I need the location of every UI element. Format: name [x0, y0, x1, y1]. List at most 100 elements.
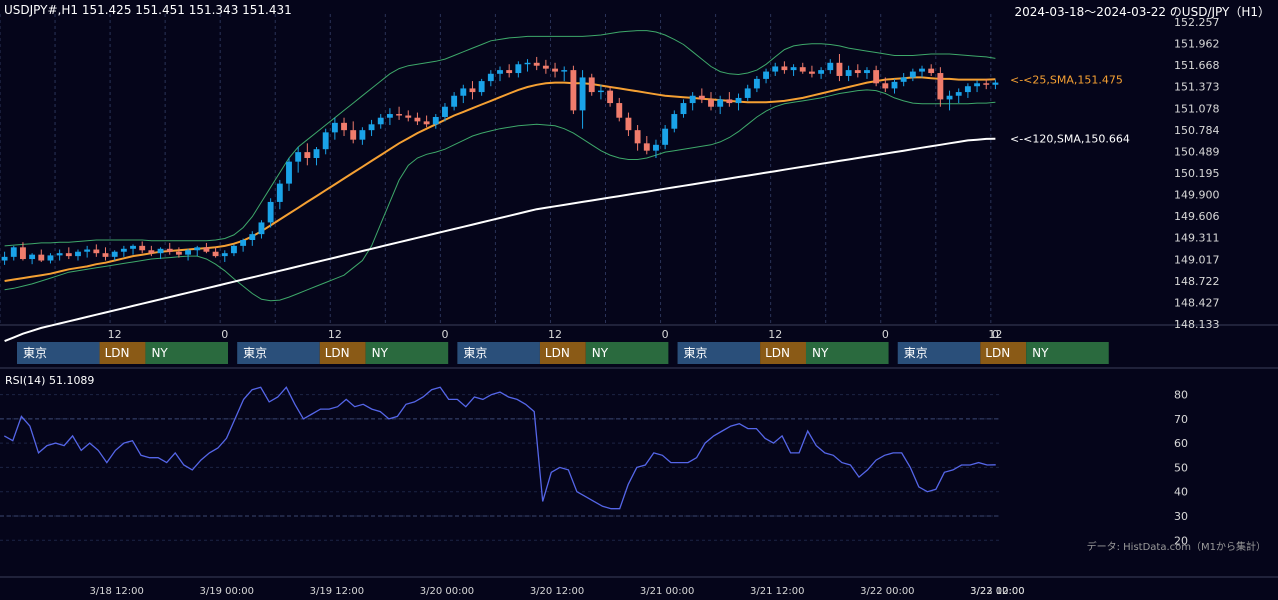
candle-body [38, 254, 45, 261]
candle-body [919, 68, 925, 72]
candle-body [689, 95, 696, 104]
candle-body [120, 248, 127, 252]
candle-body [47, 255, 54, 261]
candle-body [432, 116, 439, 125]
candle-body [405, 115, 412, 118]
grid-lines [0, 14, 1278, 578]
candle-body [983, 83, 990, 85]
price-tick-label: 151.078 [1174, 102, 1220, 115]
candle-body [680, 103, 687, 115]
candle-body [937, 73, 944, 100]
candle-body [322, 132, 329, 150]
price-axis: 152.257 151.962 151.668 151.373 151.078 150.7… [108, 16, 1220, 341]
candle-body [753, 78, 760, 89]
candle-body [368, 124, 375, 131]
price-tick-label: 151.373 [1174, 81, 1220, 94]
bollinger-bands [4, 30, 996, 302]
rsi-line [3, 386, 996, 510]
hour-tick-label: 12 [548, 328, 562, 341]
session-ny-label: NY [372, 346, 389, 360]
candle-body [992, 82, 999, 85]
session-london [99, 342, 146, 364]
price-tick-label: 150.195 [1174, 167, 1220, 180]
session-london-label: LDN [325, 346, 350, 360]
candlesticks [1, 54, 999, 265]
candle-body [469, 88, 476, 93]
candle-body [497, 70, 503, 74]
candle-body [506, 70, 513, 74]
candle-body [607, 90, 614, 104]
hour-tick-label: 0 [441, 328, 448, 341]
candle-body [341, 122, 347, 131]
candle-body [258, 222, 265, 235]
sma120-line [4, 137, 996, 343]
session-ny-label: NY [592, 346, 609, 360]
price-tick-label: 150.784 [1174, 124, 1220, 137]
rsi-tick-label: 40 [1174, 486, 1188, 499]
session-ny [365, 342, 449, 364]
hour-tick-label: 0 [992, 328, 999, 341]
rsi-tick-label: 20 [1174, 534, 1188, 547]
session-tokyo [237, 342, 320, 364]
price-tick-label: 149.311 [1174, 232, 1220, 245]
session-ny [805, 342, 889, 364]
rsi-tick-label: 50 [1174, 461, 1188, 474]
source-note: データ: HistData.com（M1から集計） [1087, 540, 1266, 553]
session-tokyo [897, 342, 981, 364]
candle-body [84, 249, 91, 252]
candle-body [111, 251, 118, 257]
session-london-label: LDN [545, 346, 570, 360]
moving-averages: <-<25,SMA,151.475 <-<120,SMA,150.664 [4, 73, 1130, 343]
candle-body [313, 149, 320, 158]
candle-body [900, 77, 907, 82]
candle-body [20, 247, 26, 260]
session-london [539, 342, 586, 364]
candle-body [744, 88, 751, 98]
candle-body [818, 70, 825, 74]
session-ny [1026, 342, 1109, 364]
candle-body [286, 161, 292, 184]
candle-body [946, 95, 953, 100]
candle-body [974, 83, 980, 87]
price-tick-label: 151.962 [1174, 38, 1220, 51]
time-axis-label: 3/19 00:00 [200, 586, 254, 597]
candle-body [717, 99, 724, 107]
candle-body [212, 251, 219, 257]
candle-body [524, 62, 531, 65]
candle-body [157, 248, 164, 254]
session-ny [585, 342, 669, 364]
candle-body [478, 81, 485, 93]
candle-body [1, 256, 8, 261]
time-axis-label: 3/20 00:00 [420, 586, 474, 597]
session-london-label: LDN [765, 346, 790, 360]
candle-body [56, 253, 63, 256]
candle-body [130, 245, 136, 249]
session-ny-label: NY [1032, 346, 1049, 360]
session-london-label: LDN [105, 346, 130, 360]
time-axis-label: 3/22 12:00 [970, 586, 1024, 597]
candle-body [414, 117, 421, 122]
hour-tick-label: 0 [221, 328, 228, 341]
candle-body [634, 130, 641, 144]
candle-body [194, 247, 201, 251]
bollinger-upper-line [4, 30, 996, 247]
session-london-label: LDN [985, 346, 1010, 360]
hour-tick-label: 12 [108, 328, 122, 341]
rsi-tick-label: 80 [1174, 389, 1188, 402]
candle-body [295, 152, 302, 162]
session-ny [145, 342, 229, 364]
price-tick-label: 148.722 [1174, 275, 1220, 288]
candle-body [377, 117, 384, 125]
price-tick-label: 148.427 [1174, 296, 1220, 309]
candle-body [185, 250, 192, 255]
candle-body [579, 77, 586, 111]
session-tokyo-label: 東京 [23, 346, 47, 360]
rsi-tick-label: 60 [1174, 437, 1188, 450]
candle-body [359, 130, 366, 140]
candle-body [597, 90, 604, 93]
session-bars: 東京 LDN NY 東京 LDN NY 東京 LDN NY 東京 LDN NY 東京 LDN NY [17, 342, 1109, 364]
candle-body [542, 65, 549, 69]
candle-body [708, 99, 714, 107]
hour-tick-label: 12 [768, 328, 782, 341]
candle-body [487, 73, 494, 82]
